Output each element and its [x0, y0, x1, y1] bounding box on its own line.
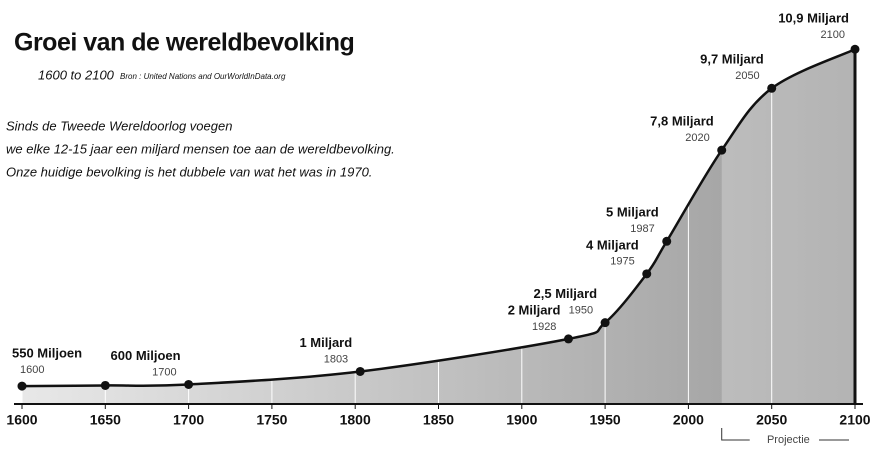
projection-area: [721, 49, 855, 404]
value-label: 2,5 Miljard: [534, 286, 598, 301]
point: [662, 236, 672, 246]
value-label: 550 Miljoen: [12, 346, 82, 361]
x-tick-label: 1600: [6, 412, 37, 428]
projection-bracket: [721, 428, 849, 441]
annotation: we elke 12-15 jaar een miljard mensen to…: [6, 141, 395, 156]
year-label: 2100: [821, 29, 845, 41]
x-tick-label: 2100: [839, 412, 870, 428]
annotation: Onze huidige bevolking is het dubbele va…: [6, 164, 372, 179]
x-tick-label: 2050: [756, 412, 787, 428]
value-label: 5 Miljard: [606, 205, 659, 220]
value-label: 9,7 Miljard: [700, 52, 764, 67]
x-tick-label: 2000: [673, 412, 704, 428]
line: [21, 48, 856, 388]
year-label: 1950: [569, 305, 593, 317]
x-tick-label: 1800: [340, 412, 371, 428]
x-tick-label: 1950: [590, 412, 621, 428]
chart-title: Groei van de wereldbevolking: [14, 29, 354, 57]
year-label: 1975: [610, 256, 634, 268]
x-tick-label: 1700: [173, 412, 204, 428]
value-label: 600 Miljoen: [111, 348, 181, 363]
value-label: 4 Miljard: [586, 237, 639, 252]
year-label: 1700: [152, 366, 176, 378]
value-label: 10,9 Miljard: [778, 11, 849, 26]
x-tick-label: 1650: [90, 412, 121, 428]
area: [22, 49, 855, 404]
point: [717, 145, 727, 155]
year-label: 1600: [20, 364, 44, 376]
value-label: 7,8 Miljard: [650, 114, 714, 129]
year-label: 1928: [532, 321, 556, 333]
point: [600, 318, 610, 328]
year-label: 2020: [685, 132, 709, 144]
source: Bron : United Nations and OurWorldInData…: [120, 72, 286, 81]
point: [850, 44, 860, 54]
year-label: 1987: [630, 223, 654, 235]
value-label: 2 Miljard: [508, 302, 561, 317]
projection-label: Projectie: [767, 434, 810, 446]
value-label: 1 Miljard: [299, 335, 352, 350]
annotation: Sinds de Tweede Wereldoorlog voegen: [6, 118, 232, 133]
point: [767, 83, 777, 93]
point: [642, 269, 652, 279]
point: [100, 380, 110, 390]
year-label: 2050: [735, 70, 759, 82]
x-tick-label: 1750: [256, 412, 287, 428]
x-tick-label: 1850: [423, 412, 454, 428]
point: [184, 379, 194, 389]
year-label: 1803: [324, 353, 348, 365]
point: [563, 334, 573, 344]
point: [17, 381, 27, 391]
x-tick-label: 1900: [506, 412, 537, 428]
point: [355, 366, 365, 376]
subtitle: 1600 to 2100: [38, 67, 115, 82]
